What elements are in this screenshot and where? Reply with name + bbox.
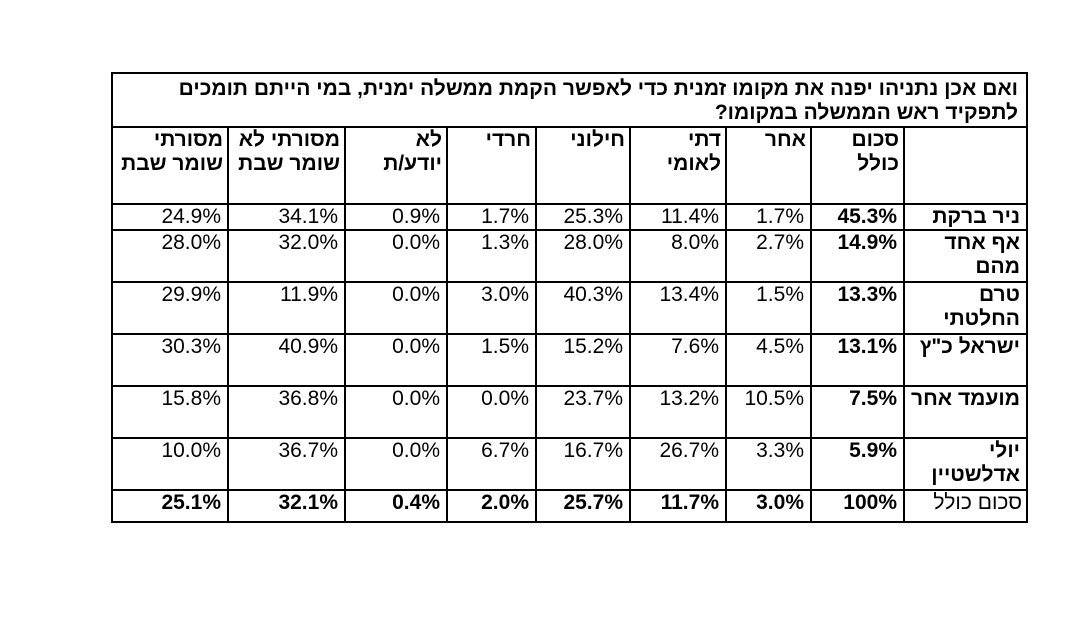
poll-table: ואם אכן נתניהו יפנה את מקומו זמנית כדי ל…: [111, 72, 1028, 523]
table-cell: 36.8%: [227, 385, 346, 439]
table-cell: 36.7%: [227, 437, 346, 491]
header-cell-empty: [903, 126, 1028, 205]
header-cell-haredi: חרדי: [446, 126, 537, 205]
header-cell-total: סכום כולל: [810, 126, 905, 205]
table-cell: 1.7%: [446, 203, 537, 231]
table-title: ואם אכן נתניהו יפנה את מקומו זמנית כדי ל…: [111, 72, 1028, 128]
table-cell: 34.1%: [227, 203, 346, 231]
row-label: יולי אדלשטיין: [903, 437, 1028, 491]
table-cell: 23.7%: [535, 385, 631, 439]
table-row: מועמד אחר 7.5% 10.5% 13.2% 23.7% 0.0% 0.…: [111, 385, 1028, 439]
table-cell: 10.0%: [111, 437, 229, 491]
table-row: אף אחד מהם 14.9% 2.7% 8.0% 28.0% 1.3% 0.…: [111, 229, 1028, 283]
table-cell: 1.5%: [446, 333, 537, 387]
table-cell: 7.6%: [629, 333, 727, 387]
total-cell: 3.0%: [725, 489, 812, 523]
row-total-cell: 7.5%: [810, 385, 905, 439]
row-total-cell: 13.1%: [810, 333, 905, 387]
row-label: ישראל כ"ץ: [903, 333, 1028, 387]
poll-table-container: ואם אכן נתניהו יפנה את מקומו זמנית כדי ל…: [111, 72, 1028, 523]
row-label: מועמד אחר: [903, 385, 1028, 439]
table-cell: 0.0%: [446, 385, 537, 439]
total-cell: 11.7%: [629, 489, 727, 523]
total-cell: 0.4%: [344, 489, 448, 523]
row-total-cell: 45.3%: [810, 203, 905, 231]
header-cell-secular: חילוני: [535, 126, 631, 205]
table-cell: 0.0%: [344, 385, 448, 439]
table-row: ישראל כ"ץ 13.1% 4.5% 7.6% 15.2% 1.5% 0.0…: [111, 333, 1028, 387]
header-cell-dont-know: לא יודע/ת: [344, 126, 448, 205]
total-row-label: סכום כולל: [903, 489, 1028, 523]
table-cell: 0.0%: [344, 281, 448, 335]
table-cell: 11.9%: [227, 281, 346, 335]
table-cell: 4.5%: [725, 333, 812, 387]
grand-total-cell: 100%: [810, 489, 905, 523]
table-cell: 16.7%: [535, 437, 631, 491]
table-cell: 0.0%: [344, 333, 448, 387]
table-cell: 30.3%: [111, 333, 229, 387]
table-cell: 15.8%: [111, 385, 229, 439]
row-total-cell: 5.9%: [810, 437, 905, 491]
row-total-cell: 14.9%: [810, 229, 905, 283]
table-cell: 28.0%: [535, 229, 631, 283]
table-cell: 13.4%: [629, 281, 727, 335]
row-total-cell: 13.3%: [810, 281, 905, 335]
header-cell-religious-national: דתי לאומי: [629, 126, 727, 205]
header-cell-traditional-observant: מסורתי שומר שבת: [111, 126, 229, 205]
header-row: סכום כולל אחר דתי לאומי חילוני חרדי לא י…: [111, 126, 1028, 205]
table-cell: 1.5%: [725, 281, 812, 335]
row-label: ניר ברקת: [903, 203, 1028, 231]
table-cell: 10.5%: [725, 385, 812, 439]
total-cell: 25.7%: [535, 489, 631, 523]
total-cell: 2.0%: [446, 489, 537, 523]
table-cell: 40.9%: [227, 333, 346, 387]
table-cell: 3.0%: [446, 281, 537, 335]
table-cell: 8.0%: [629, 229, 727, 283]
table-cell: 1.7%: [725, 203, 812, 231]
table-cell: 6.7%: [446, 437, 537, 491]
table-cell: 13.2%: [629, 385, 727, 439]
total-cell: 32.1%: [227, 489, 346, 523]
table-cell: 40.3%: [535, 281, 631, 335]
row-label: אף אחד מהם: [903, 229, 1028, 283]
total-row: סכום כולל 100% 3.0% 11.7% 25.7% 2.0% 0.4…: [111, 489, 1028, 523]
table-cell: 1.3%: [446, 229, 537, 283]
table-cell: 0.0%: [344, 229, 448, 283]
table-row: יולי אדלשטיין 5.9% 3.3% 26.7% 16.7% 6.7%…: [111, 437, 1028, 491]
row-label: טרם החלטתי: [903, 281, 1028, 335]
table-row: טרם החלטתי 13.3% 1.5% 13.4% 40.3% 3.0% 0…: [111, 281, 1028, 335]
title-row: ואם אכן נתניהו יפנה את מקומו זמנית כדי ל…: [111, 72, 1028, 128]
table-cell: 24.9%: [111, 203, 229, 231]
table-cell: 28.0%: [111, 229, 229, 283]
table-cell: 2.7%: [725, 229, 812, 283]
header-cell-other: אחר: [725, 126, 812, 205]
table-row: ניר ברקת 45.3% 1.7% 11.4% 25.3% 1.7% 0.9…: [111, 203, 1028, 231]
table-cell: 32.0%: [227, 229, 346, 283]
table-cell: 3.3%: [725, 437, 812, 491]
table-cell: 15.2%: [535, 333, 631, 387]
table-cell: 26.7%: [629, 437, 727, 491]
table-cell: 0.0%: [344, 437, 448, 491]
table-cell: 25.3%: [535, 203, 631, 231]
table-cell: 11.4%: [629, 203, 727, 231]
header-cell-traditional-non-observant: מסורתי לא שומר שבת: [227, 126, 346, 205]
total-cell: 25.1%: [111, 489, 229, 523]
table-cell: 0.9%: [344, 203, 448, 231]
table-cell: 29.9%: [111, 281, 229, 335]
